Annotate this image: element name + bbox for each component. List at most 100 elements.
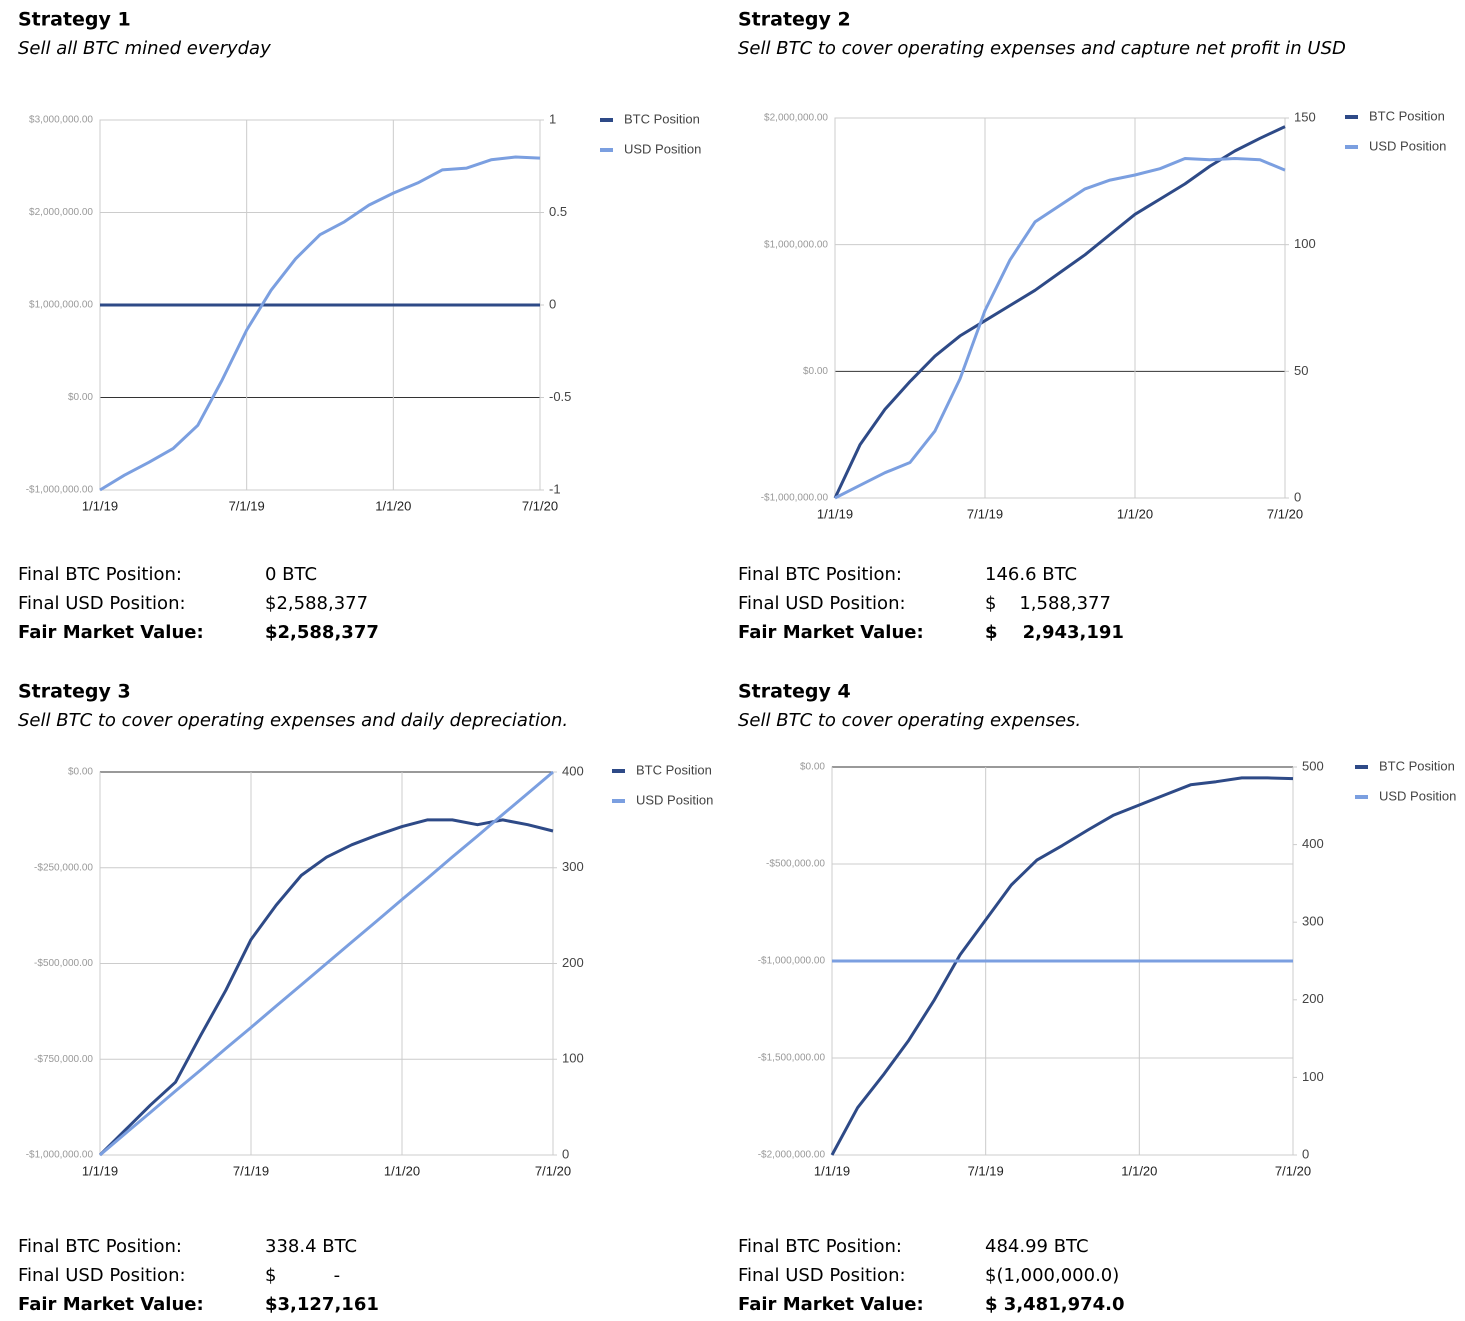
summary-value: $(1,000,000.0) <box>985 1265 1119 1286</box>
y2-tick-label: -0.5 <box>549 389 571 404</box>
summary-value: $ 3,481,974.0 <box>985 1294 1125 1315</box>
summary-value: $3,127,161 <box>265 1294 379 1315</box>
summary-label: Final BTC Position: <box>18 1236 182 1257</box>
y-tick-label: -$1,000,000.00 <box>26 485 94 496</box>
x-tick-label: 7/1/20 <box>1267 506 1303 521</box>
legend-label: USD Position <box>624 141 701 156</box>
y-tick-label: -$1,000,000.00 <box>758 956 826 967</box>
y2-tick-label: 0 <box>1302 1146 1309 1161</box>
summary-label: Fair Market Value: <box>738 1294 924 1315</box>
y-tick-label: $0.00 <box>68 392 93 403</box>
y2-tick-label: 100 <box>1302 1069 1324 1084</box>
y2-tick-label: 200 <box>562 955 584 970</box>
legend-label: BTC Position <box>624 111 700 126</box>
summary-label: Final BTC Position: <box>738 1236 902 1257</box>
y-tick-label: $0.00 <box>800 762 825 773</box>
summary-label: Final USD Position: <box>738 593 906 614</box>
x-tick-label: 7/1/20 <box>535 1163 571 1178</box>
y-tick-label: -$1,000,000.00 <box>761 493 829 504</box>
y-tick-label: -$500,000.00 <box>766 859 825 870</box>
summary-label: Fair Market Value: <box>18 622 204 643</box>
summary-label: Fair Market Value: <box>738 622 924 643</box>
summary-label: Fair Market Value: <box>18 1294 204 1315</box>
series-line <box>834 157 1286 500</box>
y-tick-label: $0.00 <box>68 767 93 778</box>
summary-value: 146.6 BTC <box>985 564 1077 585</box>
summary-value: $ - <box>265 1265 340 1286</box>
chart-subtitle: Sell BTC to cover operating expenses. <box>738 710 1081 731</box>
summary-label: Final BTC Position: <box>18 564 182 585</box>
x-tick-label: 1/1/20 <box>375 498 411 513</box>
chart-subtitle: Sell all BTC mined everyday <box>18 38 271 59</box>
series-line <box>99 155 541 492</box>
summary-value: 484.99 BTC <box>985 1236 1089 1257</box>
summary-value: $2,588,377 <box>265 593 368 614</box>
y2-tick-label: 0 <box>549 296 556 311</box>
x-tick-label: 7/1/19 <box>968 1163 1004 1178</box>
summary-label: Final USD Position: <box>18 593 186 614</box>
series-line <box>830 776 1294 1156</box>
series-line <box>99 770 554 1157</box>
summary-value: $2,588,377 <box>265 622 379 643</box>
legend-label: USD Position <box>636 792 713 807</box>
y2-tick-label: 0.5 <box>549 204 567 219</box>
y-tick-label: $1,000,000.00 <box>29 300 93 311</box>
x-tick-label: 1/1/20 <box>1121 1163 1157 1178</box>
y2-tick-label: 0 <box>1294 489 1301 504</box>
y-tick-label: $2,000,000.00 <box>764 113 828 124</box>
summary-label: Final USD Position: <box>738 1265 906 1286</box>
chart-title: Strategy 3 <box>18 681 131 703</box>
legend-label: BTC Position <box>636 762 712 777</box>
y2-tick-label: 400 <box>562 763 584 778</box>
y-tick-label: -$1,000,000.00 <box>26 1150 94 1161</box>
chart-title: Strategy 2 <box>738 9 851 31</box>
y2-tick-label: 400 <box>1302 836 1324 851</box>
legend-label: USD Position <box>1369 138 1446 153</box>
summary-value: $ 2,943,191 <box>985 622 1124 643</box>
legend-label: USD Position <box>1379 788 1456 803</box>
y2-tick-label: 500 <box>1302 758 1324 773</box>
y2-tick-label: 300 <box>562 859 584 874</box>
summary-value: 338.4 BTC <box>265 1236 357 1257</box>
y-tick-label: $3,000,000.00 <box>29 115 93 126</box>
series-line <box>98 818 554 1157</box>
legend-label: BTC Position <box>1369 108 1445 123</box>
x-tick-label: 1/1/20 <box>384 1163 420 1178</box>
chart-subtitle: Sell BTC to cover operating expenses and… <box>18 710 568 731</box>
x-tick-label: 1/1/19 <box>82 498 118 513</box>
y2-tick-label: 100 <box>1294 236 1316 251</box>
y-tick-label: -$500,000.00 <box>34 958 93 969</box>
x-tick-label: 7/1/20 <box>522 498 558 513</box>
y-tick-label: -$750,000.00 <box>34 1054 93 1065</box>
summary-value: $ 1,588,377 <box>985 593 1111 614</box>
x-tick-label: 7/1/20 <box>1275 1163 1311 1178</box>
y2-tick-label: 50 <box>1294 363 1308 378</box>
summary-label: Final USD Position: <box>18 1265 186 1286</box>
x-tick-label: 1/1/19 <box>82 1163 118 1178</box>
x-tick-label: 7/1/19 <box>967 506 1003 521</box>
y2-tick-label: 0 <box>562 1146 569 1161</box>
series-line <box>833 125 1286 499</box>
summary-label: Final BTC Position: <box>738 564 902 585</box>
y-tick-label: $1,000,000.00 <box>764 239 828 250</box>
y2-tick-label: 150 <box>1294 109 1316 124</box>
y-tick-label: -$250,000.00 <box>34 862 93 873</box>
y2-tick-label: 100 <box>562 1051 584 1066</box>
x-tick-label: 1/1/19 <box>814 1163 850 1178</box>
y2-tick-label: 200 <box>1302 991 1324 1006</box>
x-tick-label: 7/1/19 <box>229 498 265 513</box>
chart-title: Strategy 4 <box>738 681 851 703</box>
x-tick-label: 1/1/19 <box>817 506 853 521</box>
y-tick-label: -$2,000,000.00 <box>758 1150 826 1161</box>
chart-subtitle: Sell BTC to cover operating expenses and… <box>738 38 1346 59</box>
y2-tick-label: 1 <box>549 111 556 126</box>
y-tick-label: $2,000,000.00 <box>29 207 93 218</box>
chart-title: Strategy 1 <box>18 9 131 31</box>
x-tick-label: 7/1/19 <box>233 1163 269 1178</box>
x-tick-label: 1/1/20 <box>1117 506 1153 521</box>
plot-frame <box>834 117 1286 499</box>
y-tick-label: -$1,500,000.00 <box>758 1053 826 1064</box>
y-tick-label: $0.00 <box>803 366 828 377</box>
summary-value: 0 BTC <box>265 564 317 585</box>
